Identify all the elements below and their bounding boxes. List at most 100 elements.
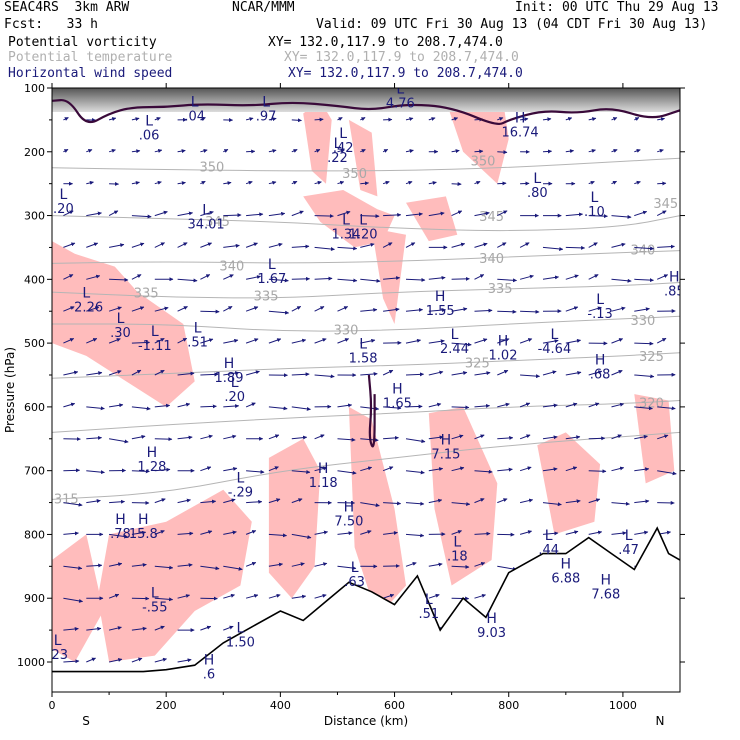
wind-vector [291, 118, 302, 123]
pv-contour-1 [367, 374, 376, 448]
extremum-letter: L [82, 286, 90, 302]
wind-vector [542, 435, 558, 440]
x-tick-label: 800 [498, 699, 519, 712]
legend-wind-label: Horizontal wind speed [8, 66, 173, 81]
theta-label: 350 [342, 167, 367, 182]
wind-vector [314, 180, 322, 185]
wind-vector [177, 658, 192, 663]
y-tick-label: 700 [24, 465, 45, 478]
wind-vector [268, 434, 280, 440]
wind-vector [63, 402, 76, 408]
pv-region-5 [445, 100, 509, 184]
wind-vector [588, 469, 607, 474]
wind-vector [337, 306, 349, 312]
extremum-value: .68 [590, 368, 611, 383]
wind-vector [565, 117, 573, 121]
wind-vector [200, 180, 206, 185]
y-tick-label: 600 [24, 401, 45, 414]
wind-vector [360, 149, 366, 153]
wind-vector [657, 406, 676, 411]
wind-vector [314, 434, 325, 440]
wind-vector [542, 149, 552, 154]
extremum-value: .85 [664, 285, 685, 300]
pv-region-7 [97, 489, 252, 662]
extremum-value: .51 [187, 336, 208, 351]
extremum-letter: H [595, 353, 606, 369]
extremum-letter: L [117, 311, 125, 327]
wind-vector [565, 402, 578, 408]
wind-vector [131, 117, 140, 122]
wind-vector [154, 210, 168, 217]
legend-wind-xy: XY= 132.0,117.9 to 208.7,474.0 [288, 66, 523, 81]
theta-label: 340 [630, 244, 655, 259]
wind-vector [382, 593, 395, 599]
wind-vector [63, 148, 69, 153]
theta-label: 315 [54, 492, 79, 507]
wind-vector [588, 306, 602, 312]
wind-vector [223, 274, 234, 280]
wind-vector [428, 402, 442, 408]
wind-vector [63, 117, 69, 121]
theta-label: 325 [639, 350, 664, 365]
wind-vector [588, 242, 598, 248]
wind-vector [451, 371, 468, 376]
wind-vector [497, 181, 507, 186]
wind-vector [314, 117, 324, 122]
wind-vector [108, 593, 120, 599]
extremum-value: 1.65 [383, 396, 412, 411]
extremum-letter: L [590, 190, 598, 206]
south-end-label: S [82, 714, 90, 728]
extremum-letter: L [194, 321, 202, 337]
wind-vector [63, 338, 75, 344]
wind-vector [63, 659, 80, 664]
wind-vector [177, 278, 198, 283]
theta-label: 340 [479, 252, 504, 267]
wind-vector [383, 212, 402, 217]
wind-vector [565, 370, 582, 376]
wind-vector [360, 406, 380, 411]
pv-region-2 [303, 100, 332, 184]
wind-vector [131, 306, 145, 312]
wind-vector [497, 565, 517, 571]
wind-vector [154, 180, 162, 185]
extremum-value: 1.89 [215, 371, 244, 386]
extremum-letter: L [236, 621, 244, 637]
wind-vector [200, 210, 214, 217]
extremum-value: -2.26 [69, 301, 103, 316]
wind-vector [131, 469, 150, 474]
wind-vector [314, 466, 328, 472]
wind-vector [63, 468, 80, 473]
wind-vector [588, 180, 595, 185]
wind-vector [382, 148, 389, 153]
wind-vector [588, 274, 599, 280]
wind-vector [588, 148, 596, 153]
extremum-value: 1.28 [137, 460, 166, 475]
wind-vector [291, 498, 303, 504]
wind-vector [63, 242, 76, 248]
wind-vector [154, 565, 174, 570]
wind-vector [109, 277, 129, 282]
wind-vector [86, 470, 105, 475]
extremum-letter: L [151, 585, 159, 601]
wind-vector [291, 305, 302, 312]
extremum-letter: L [453, 534, 461, 550]
wind-vector [245, 530, 257, 535]
extremum-letter: H [224, 356, 235, 372]
wind-vector [131, 369, 142, 376]
wind-vector [474, 308, 493, 313]
model-label: SEAC4RS 3km ARW [4, 0, 130, 15]
wind-vector [245, 402, 256, 408]
extremum-value: 9.03 [477, 626, 506, 641]
extremum-letter: H [138, 512, 149, 528]
wind-vector [520, 117, 529, 122]
wind-vector [497, 210, 508, 217]
wind-vector [314, 374, 335, 379]
wind-vector [86, 499, 101, 504]
wind-vector [177, 337, 188, 344]
pv-region-11 [537, 432, 601, 535]
wind-vector [86, 435, 102, 440]
extremum-letter: L [191, 94, 199, 110]
wind-vector [246, 469, 265, 474]
wind-vector [314, 593, 327, 599]
y-tick-label: 100 [24, 82, 45, 95]
